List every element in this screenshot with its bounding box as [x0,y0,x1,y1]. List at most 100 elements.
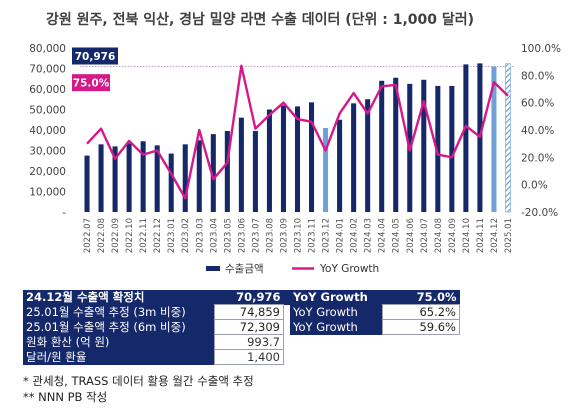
bar [323,127,329,212]
bar [182,144,188,212]
bar [337,119,343,212]
summary-value: 1,400 [214,349,284,365]
summary-value: 74,859 [214,304,284,320]
left-tick-label: 40,000 [29,125,66,137]
summary-row: 24.12월 수출액 확정치 70,976 YoY Growth 75.0% [23,290,460,305]
x-tick-label: 2024.05 [392,218,402,253]
yoy-value: 59.6% [382,319,460,335]
yoy-label: YoY Growth [290,290,383,305]
x-tick-label: 2022.09 [111,218,121,253]
bar [449,85,455,212]
bar-callout-label: 70,976 [75,51,116,63]
x-tick-label: 2025.01 [504,218,514,253]
bar [196,140,202,212]
x-axis-labels: 2022.07 2022.08 2022.09 2022.10 2022.11 2022.… [83,218,514,253]
bar [84,155,90,212]
summary-row: 25.01월 수출액 추정 (3m 비중) 74,859 YoY Growth … [23,304,460,320]
x-tick-label: 2024.09 [448,218,458,253]
line-callout-box [72,74,110,92]
x-tick-label: 2024.12 [490,218,500,253]
bar [252,131,258,212]
summary-label: 25.01월 수출액 추정 (3m 비중) [23,304,215,320]
yoy-label: YoY Growth [290,304,383,320]
x-tick-label: 2024.01 [336,218,346,253]
bar [435,85,441,212]
x-tick-label: 2022.07 [83,218,93,253]
x-tick-label: 2023.10 [294,218,304,253]
legend-line-label: YoY Growth [319,263,379,275]
x-tick-label: 2024.07 [420,218,430,253]
left-tick-label: 10,000 [29,187,66,199]
summary-value: 993.7 [214,334,284,350]
bar [126,143,132,212]
x-tick-label: 2024.06 [406,218,416,253]
x-tick-label: 2023.02 [181,218,191,253]
bar [224,131,230,212]
yoy-value: 65.2% [382,304,460,320]
left-tick-label: 30,000 [29,146,66,158]
bar [309,102,315,212]
summary-label: 24.12월 수출액 확정치 [23,290,215,305]
summary-row: 25.01월 수출액 추정 (6m 비중) 72,309 YoY Growth … [23,319,460,335]
legend-bar-label: 수출금액 [225,263,264,275]
x-tick-label: 2022.11 [139,218,149,253]
summary-value: 72,309 [214,319,284,335]
right-y-axis: -20.0% 0.0% 20.0% 40.0% 60.0% 80.0% 100.0% [521,43,561,219]
left-tick-label: 70,000 [29,64,66,76]
bar [98,144,104,212]
bar [140,141,146,212]
x-tick-label: 2022.10 [125,218,135,253]
bar [280,105,286,212]
x-tick-label: 2024.04 [378,218,388,253]
footnotes: * 관세청, TRASS 데이터 활용 월간 수출액 추정 ** NNN PB … [23,373,254,405]
bar [421,79,427,213]
bar [365,99,371,212]
summary-value: 70,976 [214,290,284,305]
x-tick-label: 2024.08 [434,218,444,253]
x-tick-label: 2024.03 [364,218,374,253]
legend: 수출금액 YoY Growth [206,263,379,275]
left-y-axis: - 10,000 20,000 30,000 40,000 50,000 60,000 70,… [29,43,66,219]
x-tick-label: 2023.01 [167,218,177,253]
line-callout-label: 75.0% [73,78,110,90]
x-tick-label: 2024.10 [462,218,472,253]
bar-callout-box [72,47,118,65]
x-tick-label: 2024.02 [350,218,360,253]
right-tick-label: 20.0% [521,152,554,164]
legend-bar-swatch [206,266,220,271]
bar [505,63,511,213]
bar [351,103,357,212]
summary-row: 달러/원 환율 1,400 [23,349,460,365]
x-tick-label: 2023.09 [279,218,289,253]
summary-label: 원화 환산 (억 원) [23,334,215,350]
callouts: 70,976 75.0% [72,47,118,92]
chart-title: 강원 원주, 전북 익산, 경남 밀양 라면 수출 데이터 (단위 : 1,00… [46,12,475,28]
x-tick-label: 2023.11 [308,218,318,253]
left-tick-label: 50,000 [29,105,66,117]
x-tick-label: 2022.12 [153,218,163,253]
bar [294,106,301,212]
left-tick-label: 60,000 [29,84,66,96]
yoy-label: YoY Growth [290,319,383,335]
line-series [86,64,509,200]
bar [393,77,399,212]
right-tick-label: 80.0% [521,70,554,82]
bar [210,134,216,212]
bar [379,80,385,212]
x-tick-label: 2023.04 [209,218,219,253]
bar [266,109,272,212]
yoy-line [86,64,509,200]
bar [112,146,118,212]
summary-table: 24.12월 수출액 확정치 70,976 YoY Growth 75.0% 2… [23,290,460,365]
summary-label: 25.01월 수출액 추정 (6m 비중) [23,319,215,335]
right-tick-label: 40.0% [521,125,554,137]
bar [238,117,244,212]
x-tick-label: 2024.11 [476,218,486,253]
bar [168,153,174,212]
bar-series [84,63,511,213]
right-tick-label: 100.0% [521,43,561,55]
bar [491,66,497,212]
summary-row: 원화 환산 (억 원) 993.7 [23,334,460,350]
x-tick-label: 2023.08 [265,218,275,253]
yoy-value: 75.0% [382,290,460,305]
